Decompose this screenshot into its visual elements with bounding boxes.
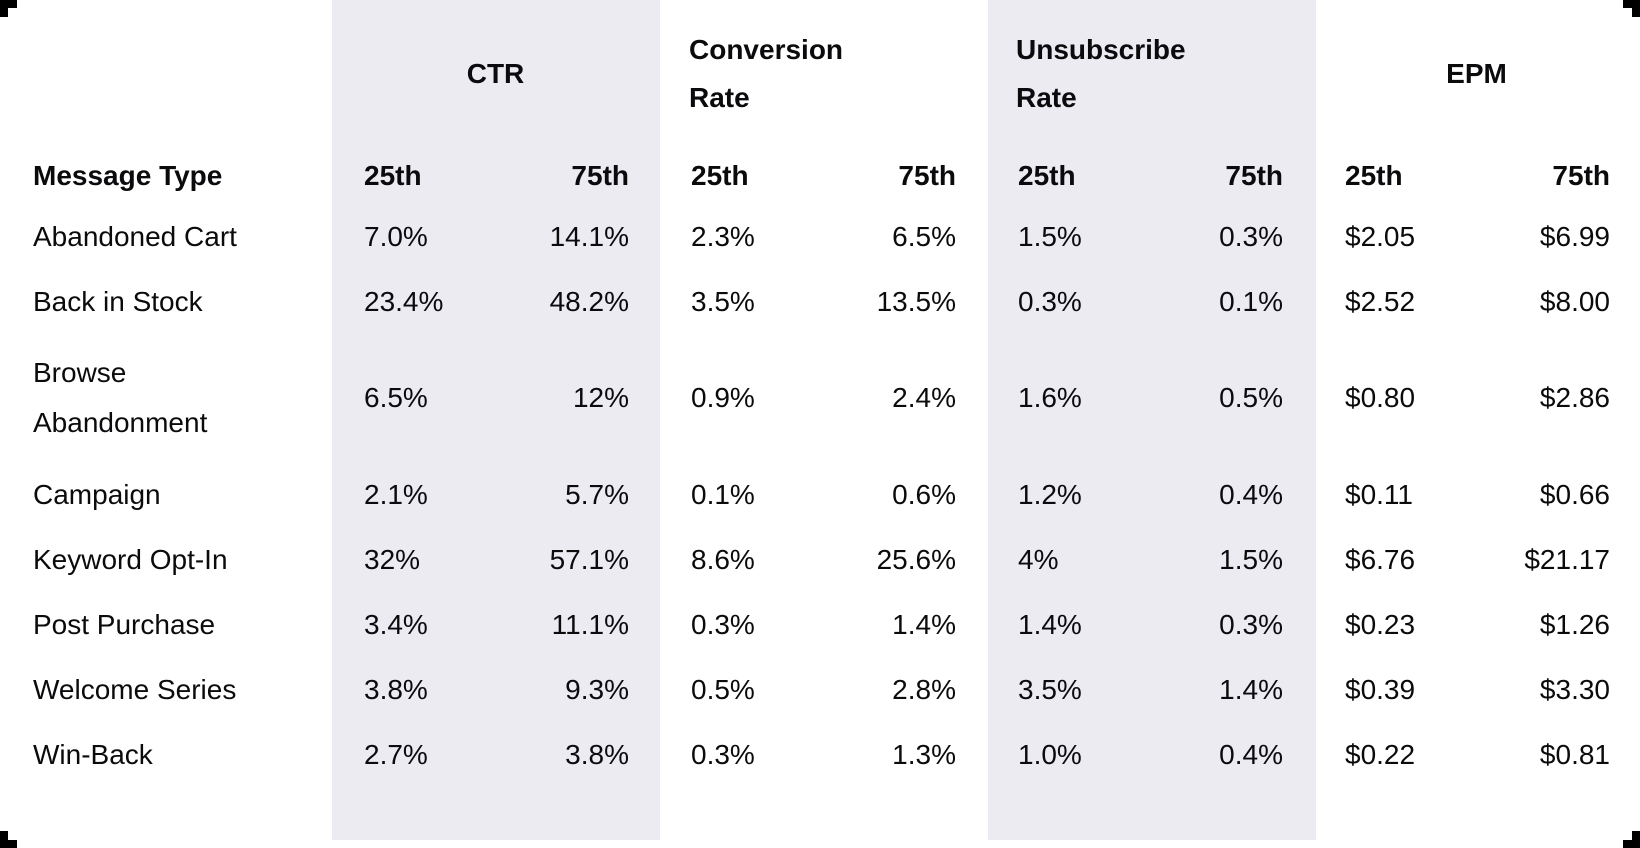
- percentile-header-conversion-25th: 25th: [691, 160, 749, 191]
- cell-value: 0.4%: [1219, 738, 1283, 770]
- cell-value: 3.5%: [691, 285, 755, 317]
- row-label: Campaign: [33, 478, 161, 510]
- cell-value: 1.2%: [1018, 478, 1082, 510]
- percentile-header-unsubscribe-25th: 25th: [1018, 160, 1076, 191]
- cell-value: 2.7%: [364, 738, 428, 770]
- cell-value: 3.4%: [364, 608, 428, 640]
- cell-value: 9.3%: [565, 673, 629, 705]
- ctr-column-band: [332, 0, 660, 840]
- cell-value: 1.0%: [1018, 738, 1082, 770]
- column-group-header-ctr: CTR: [466, 58, 525, 89]
- cell-value: 4%: [1018, 543, 1059, 575]
- cell-value: 8.6%: [691, 543, 755, 575]
- cell-value: 2.4%: [892, 382, 956, 413]
- cell-value: 1.4%: [1219, 673, 1283, 705]
- cell-value: $2.05: [1345, 220, 1416, 252]
- row-label: Welcome Series: [33, 673, 237, 705]
- cell-value: $0.81: [1539, 738, 1610, 770]
- cell-value: 0.3%: [1219, 220, 1283, 252]
- cell-value: $2.86: [1539, 382, 1610, 413]
- cell-value: 0.3%: [691, 738, 755, 770]
- group-header-spacer: [0, 0, 332, 148]
- percentile-header-ctr-25th: 25th: [364, 160, 422, 191]
- cell-value: 1.5%: [1018, 220, 1082, 252]
- cell-value: 0.3%: [691, 608, 755, 640]
- cell-value: $0.66: [1539, 478, 1610, 510]
- cell-value: $6.99: [1539, 220, 1610, 252]
- row-label: Post Purchase: [33, 608, 216, 640]
- percentile-header-ctr-75th: 75th: [571, 160, 629, 191]
- crop-corner-mark-bottom-right: [1616, 824, 1640, 848]
- cell-value: $3.30: [1539, 673, 1610, 705]
- cell-value: 32%: [364, 543, 421, 575]
- cell-value: 0.3%: [1018, 285, 1082, 317]
- row-label: Abandoned Cart: [33, 220, 237, 252]
- cell-value: $6.76: [1345, 543, 1416, 575]
- cell-value: 2.8%: [892, 673, 956, 705]
- row-label: Win-Back: [33, 738, 153, 770]
- cell-value: 3.8%: [565, 738, 629, 770]
- cell-value: $0.80: [1345, 382, 1416, 413]
- cell-value: $1.26: [1539, 608, 1610, 640]
- cell-value: $21.17: [1524, 543, 1610, 575]
- crop-corner-mark-top-left: [0, 0, 24, 24]
- cell-value: 25.6%: [876, 543, 956, 575]
- cell-value: $0.23: [1345, 608, 1416, 640]
- cell-value: 0.5%: [1219, 382, 1283, 413]
- column-group-header-epm: EPM: [1446, 58, 1507, 89]
- cell-value: 1.6%: [1018, 382, 1082, 413]
- cell-value: 3.8%: [364, 673, 428, 705]
- crop-corner-mark-top-right: [1616, 0, 1640, 24]
- cell-value: 7.0%: [364, 220, 428, 252]
- cell-value: $0.11: [1345, 478, 1413, 510]
- row-label: Browse Abandonment: [33, 357, 208, 438]
- crop-corner-mark-bottom-left: [0, 824, 24, 848]
- cell-value: 57.1%: [549, 543, 629, 575]
- cell-value: 2.1%: [364, 478, 428, 510]
- cell-value: $0.22: [1345, 738, 1416, 770]
- cell-value: 12%: [572, 382, 629, 413]
- cell-value: 23.4%: [364, 285, 444, 317]
- cell-value: 0.5%: [691, 673, 755, 705]
- column-group-header-conversion-rate: Conversion Rate: [689, 34, 844, 113]
- cell-value: 1.3%: [892, 738, 956, 770]
- percentile-header-unsubscribe-75th: 75th: [1225, 160, 1283, 191]
- cell-value: 13.5%: [876, 285, 956, 317]
- cell-value: 0.3%: [1219, 608, 1283, 640]
- row-label: Back in Stock: [33, 285, 203, 317]
- cell-value: 5.7%: [565, 478, 629, 510]
- cell-value: $0.39: [1345, 673, 1416, 705]
- cell-value: 0.9%: [691, 382, 755, 413]
- row-label: Keyword Opt-In: [33, 543, 228, 575]
- cell-value: 1.5%: [1219, 543, 1283, 575]
- cell-value: 6.5%: [892, 220, 956, 252]
- cell-value: 14.1%: [549, 220, 629, 252]
- cell-value: 1.4%: [1018, 608, 1082, 640]
- cell-value: $2.52: [1345, 285, 1416, 317]
- cell-value: 0.1%: [1219, 285, 1283, 317]
- unsubscribe-column-band: [988, 0, 1316, 840]
- cell-value: 48.2%: [549, 285, 629, 317]
- cell-value: 0.4%: [1219, 478, 1283, 510]
- cell-value: 3.5%: [1018, 673, 1082, 705]
- percentile-header-conversion-75th: 75th: [898, 160, 956, 191]
- cell-value: 11.1%: [551, 608, 629, 640]
- cell-value: 6.5%: [364, 382, 428, 413]
- cell-value: 1.4%: [892, 608, 956, 640]
- column-group-header-unsubscribe-rate: Unsubscribe Rate: [1016, 34, 1186, 113]
- row-header-message-type: Message Type: [33, 160, 223, 191]
- cell-value: 0.1%: [691, 478, 755, 510]
- percentile-header-epm-75th: 75th: [1552, 160, 1610, 191]
- cell-value: 2.3%: [691, 220, 755, 252]
- percentile-header-epm-25th: 25th: [1345, 160, 1403, 191]
- cell-value: $8.00: [1539, 285, 1610, 317]
- cell-value: 0.6%: [892, 478, 956, 510]
